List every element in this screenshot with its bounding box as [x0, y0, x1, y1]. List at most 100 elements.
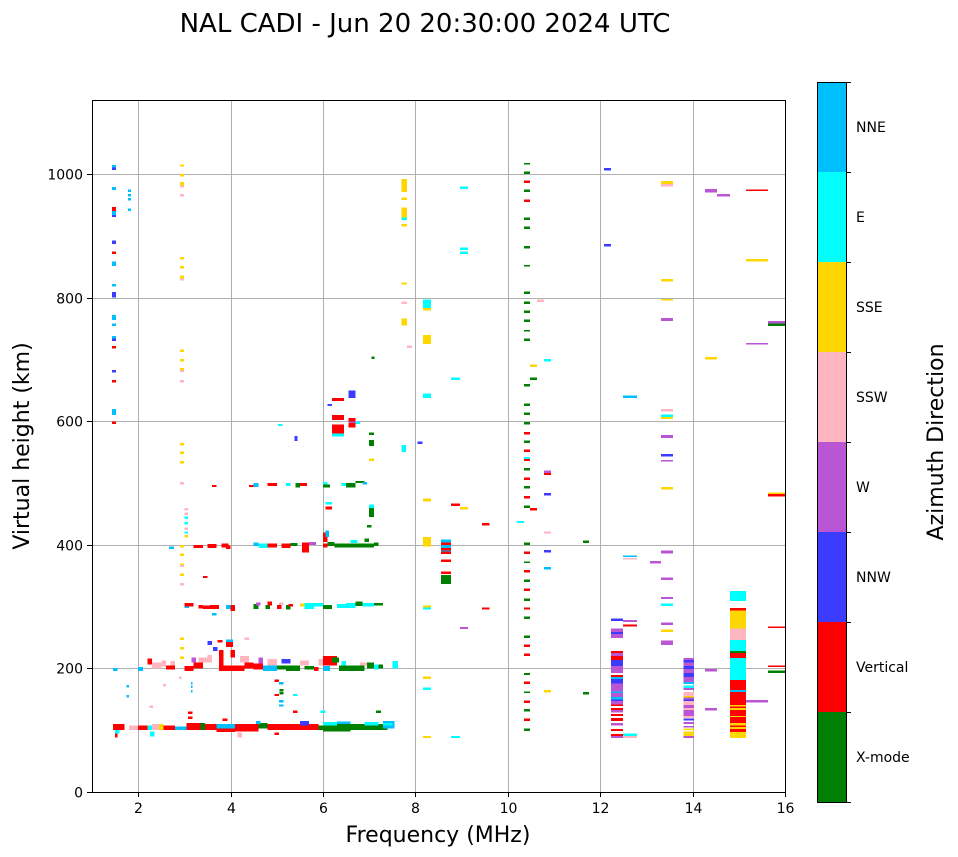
echo-mark-sse — [661, 629, 674, 632]
echo-mark-sse — [683, 731, 694, 736]
echo-mark-nnw — [111, 214, 117, 217]
echo-mark-nnw — [543, 492, 551, 496]
echo-mark-x-mode — [346, 483, 356, 488]
colorbar-segment-nne — [817, 82, 846, 172]
echo-mark-e — [341, 661, 347, 666]
echo-mark-vertical — [323, 656, 337, 666]
echo-mark-vertical — [730, 717, 747, 723]
echo-mark-ssw — [239, 656, 250, 663]
echo-mark-ssw — [683, 707, 694, 710]
echo-mark-e — [149, 731, 155, 737]
echo-mark-x-mode — [767, 323, 785, 327]
y-axis-ticks: 0 200 400 600 800 1000 — [47, 168, 92, 802]
echo-mark-x-mode — [523, 709, 530, 712]
echo-mark-w — [610, 683, 623, 686]
echo-mark-nne — [622, 395, 638, 398]
echo-mark-nnw — [111, 167, 117, 170]
echo-mark-x-mode — [323, 724, 351, 732]
echo-mark-ssw — [179, 481, 184, 485]
echo-mark-sse — [401, 282, 408, 285]
echo-mark-vertical — [730, 725, 747, 728]
echo-mark-ssw — [267, 659, 277, 666]
echo-mark-vertical — [219, 649, 224, 671]
echo-mark-nnw — [417, 441, 423, 445]
echo-mark-w — [258, 657, 263, 664]
echo-mark-nne — [111, 323, 117, 327]
echo-mark-e — [661, 414, 674, 417]
echo-mark-nnw — [294, 436, 298, 442]
echo-mark-vertical — [523, 644, 530, 647]
echo-mark-sse — [661, 416, 674, 419]
echo-mark-nne — [175, 726, 187, 731]
echo-mark-nne — [128, 189, 131, 193]
x-tick-label: 4 — [227, 801, 236, 817]
echo-mark-e — [523, 457, 530, 459]
echo-mark-vertical — [188, 716, 193, 720]
echo-mark-e — [355, 421, 360, 424]
echo-mark-nnw — [661, 454, 674, 457]
echo-mark-nne — [112, 667, 118, 671]
colorbar-segment-nnw — [817, 532, 846, 622]
echo-mark-sse — [179, 182, 184, 186]
echo-mark-ssw — [179, 565, 184, 568]
echo-mark-nnw — [111, 240, 117, 244]
echo-mark-w — [717, 193, 731, 197]
echo-mark-w — [543, 470, 551, 474]
echo-mark-vertical — [267, 724, 291, 731]
echo-mark-nne — [190, 682, 193, 685]
echo-mark-ssw — [683, 716, 694, 718]
echo-mark-nne — [111, 187, 117, 191]
echo-mark-vertical — [207, 544, 217, 548]
echo-mark-w — [610, 665, 623, 671]
echo-mark-e — [115, 730, 120, 734]
echo-mark-x-mode — [523, 291, 530, 295]
echo-mark-nnw — [683, 699, 694, 702]
echo-mark-e — [622, 733, 638, 736]
echo-mark-sse — [179, 349, 184, 353]
x-tick-label: 8 — [411, 801, 420, 817]
echo-mark-vertical — [147, 658, 153, 665]
echo-mark-nne — [126, 694, 129, 698]
echo-mark-sse — [179, 442, 184, 446]
echo-mark-nne — [111, 315, 117, 320]
echo-mark-e — [661, 603, 674, 607]
echo-mark-e — [364, 722, 379, 726]
echo-mark-nnw — [111, 370, 117, 373]
echo-mark-e — [460, 247, 469, 251]
echo-mark-vertical — [332, 424, 344, 434]
echo-mark-vertical — [212, 484, 217, 487]
echo-mark-nne — [111, 408, 117, 416]
echo-mark-e — [184, 531, 189, 534]
echo-mark-nne — [323, 665, 330, 671]
grid-lines — [92, 100, 786, 793]
echo-mark-sse — [730, 704, 747, 707]
echo-mark-ssw — [683, 691, 694, 697]
echo-mark-e — [346, 602, 356, 608]
echo-mark-x-mode — [523, 301, 530, 304]
echo-mark-x-mode — [258, 722, 268, 729]
echo-mark-x-mode — [440, 575, 451, 584]
echo-mark-nne — [128, 193, 131, 197]
echo-mark-e — [286, 483, 291, 487]
echo-mark-x-mode — [376, 710, 381, 713]
echo-mark-nnw — [683, 718, 694, 721]
echo-mark-x-mode — [371, 356, 375, 359]
echo-mark-nne — [225, 639, 233, 642]
echo-mark-sse — [369, 458, 374, 461]
echo-mark-w — [683, 669, 694, 673]
echo-mark-vertical — [440, 559, 451, 563]
echo-mark-sse — [730, 610, 747, 629]
echo-mark-w — [683, 725, 694, 728]
echo-mark-nne — [336, 721, 351, 725]
echo-mark-sse — [422, 536, 432, 547]
echo-mark-vertical — [767, 626, 785, 628]
echo-mark-x-mode — [523, 421, 530, 425]
echo-mark-x-mode — [350, 724, 388, 731]
echo-mark-nnw — [610, 659, 623, 666]
echo-mark-nne — [610, 696, 623, 700]
echo-mark-x-mode — [369, 439, 374, 446]
echo-mark-w — [610, 670, 623, 673]
echo-mark-vertical — [610, 675, 623, 678]
echo-mark-x-mode — [523, 171, 530, 175]
echo-mark-x-mode — [276, 665, 287, 670]
